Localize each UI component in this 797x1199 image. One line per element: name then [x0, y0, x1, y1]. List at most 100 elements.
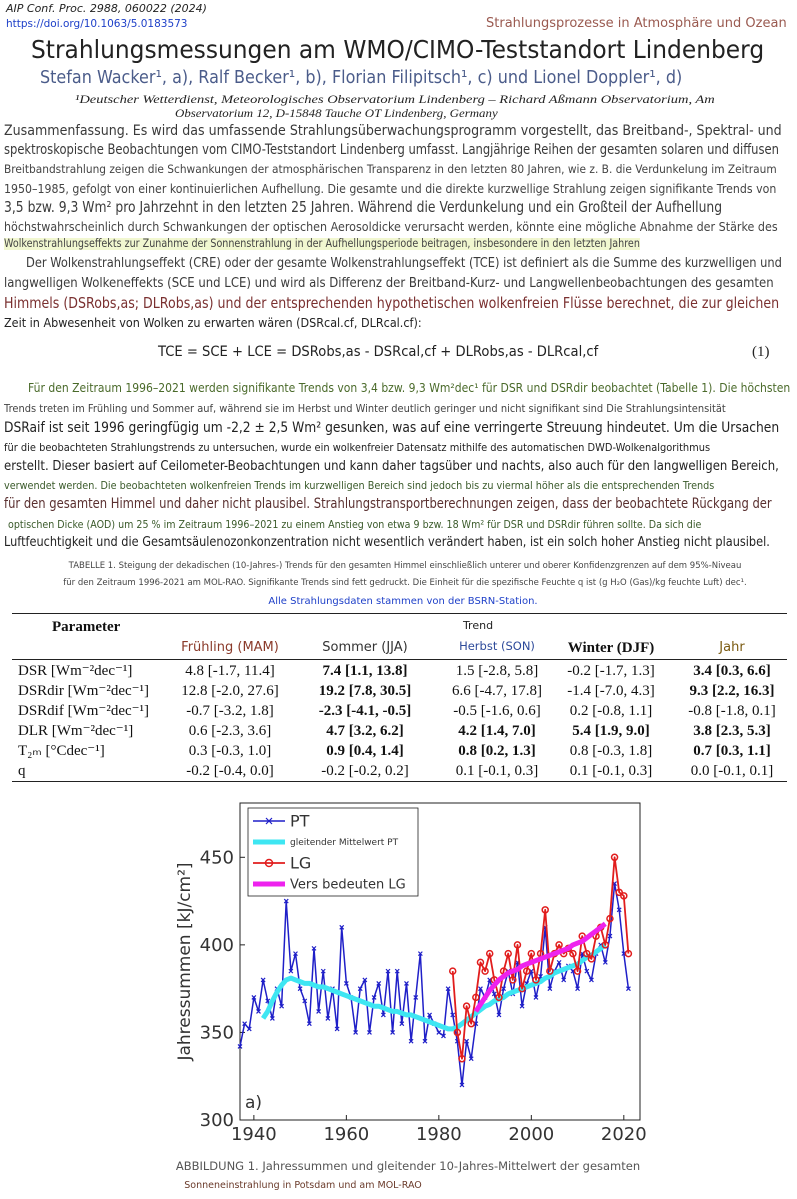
table-cell: 3.8 [2.3, 5.3]: [693, 723, 771, 739]
data-point: [260, 977, 266, 983]
abstract-line: Wolkenstrahlungseffekts zur Zunahme der …: [4, 236, 640, 250]
data-point: [450, 1012, 456, 1018]
data-point: [481, 967, 489, 975]
data-point: [573, 967, 582, 975]
data-point: [485, 949, 494, 958]
data-point: [504, 949, 512, 958]
table-cell: -0.5 [-1.6, 0.6]: [453, 703, 541, 719]
equation-number: (1): [752, 344, 770, 360]
data-point: [501, 986, 507, 992]
data-point: [436, 1030, 442, 1035]
data-point: [602, 959, 608, 965]
row-label: DSRdir [Wm⁻²dec⁻¹]: [18, 683, 150, 699]
data-point: [279, 1003, 285, 1009]
abstract-line: höchstwahrscheinlich durch Schwankungen …: [4, 219, 778, 234]
table-rule: [12, 781, 787, 782]
data-point: [626, 986, 631, 992]
table-cell: 0.1 [-0.1, 0.3]: [569, 763, 653, 779]
affiliation: ¹Deutscher Wetterdienst, Meteorologische…: [75, 94, 715, 106]
table-cell: 3.4 [0.3, 6.6]: [693, 663, 771, 679]
data-point: [362, 977, 368, 983]
data-point: [251, 994, 257, 1000]
data-point: [297, 986, 303, 992]
data-point: [385, 968, 391, 974]
data-point: [610, 853, 619, 862]
abstract-line: Breitbandstrahlung zeigen die Schwankung…: [4, 162, 777, 176]
legend-box: [247, 807, 419, 897]
row-label: DSR [Wm⁻²dec⁻¹]: [18, 663, 133, 679]
data-point: [615, 888, 623, 897]
table-cell: -0.2 [-0.4, 0.0]: [186, 763, 274, 779]
table-cell: 4.7 [3.2, 6.2]: [326, 723, 404, 739]
data-point: [547, 986, 553, 992]
affiliation: Observatorium 12, D-15848 Tauche OT Lind…: [175, 108, 498, 120]
data-point: [462, 1002, 471, 1010]
data-point: [468, 1056, 474, 1062]
body-line: Himmels (DSRobs,as; DLRobs,as) und der e…: [4, 294, 780, 312]
data-point: [583, 949, 591, 958]
data-point: [371, 994, 377, 1000]
data-point: [496, 1012, 502, 1018]
body-line: Für den Zeitraum 1996–2021 werden signif…: [28, 381, 791, 395]
data-point: [404, 980, 409, 986]
paper-title: Strahlungsmessungen am WMO/CIMO-Teststan…: [31, 35, 765, 64]
table-cell: 5.4 [1.9, 9.0]: [572, 723, 650, 739]
table-cell: 19.2 [7.8, 30.5]: [318, 683, 412, 699]
table-rule: [12, 613, 787, 614]
body-line: für die beobachteten Strahlungstrends zu…: [4, 441, 711, 454]
data-point: [561, 977, 567, 983]
y-tick-label: 350: [200, 1022, 234, 1043]
data-point: [606, 914, 614, 923]
legend-label: gleitender Mittelwert PT: [290, 838, 399, 848]
data-point: [575, 986, 580, 992]
body-line: für den gesamten Himmel und daher nicht …: [4, 496, 772, 512]
data-point: [448, 967, 457, 975]
table-caption: TABELLE 1. Steigung der dekadischen (10-…: [68, 561, 742, 571]
data-point: [413, 994, 419, 1000]
table-cell: 0.8 [0.2, 1.3]: [458, 743, 536, 759]
data-point: [311, 945, 317, 951]
column-header: Jahr: [719, 640, 745, 655]
data-point: [518, 984, 526, 993]
data-point: [399, 1021, 405, 1027]
table-cell: 0.2 [-0.8, 1.1]: [569, 703, 653, 719]
data-point: [339, 924, 345, 930]
table-cell: -0.2 [-0.2, 0.2]: [321, 763, 409, 779]
data-point: [441, 1033, 446, 1039]
table-cell: 1.5 [-2.8, 5.8]: [455, 663, 539, 679]
data-point: [334, 1026, 340, 1032]
data-point: [495, 993, 503, 1002]
data-point: [394, 968, 400, 974]
data-point: [242, 1021, 248, 1027]
panel-label: a): [245, 1093, 262, 1113]
table-cell: -0.8 [-1.8, 0.1]: [688, 703, 776, 719]
data-point: [464, 1038, 470, 1044]
data-point: [316, 1008, 322, 1014]
data-point: [325, 1015, 331, 1021]
data-point: [459, 1082, 465, 1088]
table-caption: Alle Strahlungsdaten stammen von der BSR…: [268, 596, 538, 607]
row-label: DLR [Wm⁻²dec⁻¹]: [18, 723, 134, 739]
x-tick-label: 2020: [601, 1124, 647, 1145]
doi-link[interactable]: https://doi.org/10.1063/5.0183573: [6, 18, 188, 30]
data-point: [408, 1038, 414, 1044]
body-line: verwendet werden. Die beobachteten wolke…: [4, 480, 715, 492]
legend-label: PT: [290, 812, 310, 831]
body-line: Zeit in Abwesenheit von Wolken zu erwart…: [4, 315, 422, 330]
x-tick-label: 1980: [416, 1124, 462, 1145]
body-line: DSRaif ist seit 1996 geringfügig um -2,2…: [4, 420, 780, 436]
column-header: Sommer (JJA): [322, 640, 408, 655]
table-caption: für den Zeitraum 1996-2021 am MOL-RAO. S…: [63, 578, 747, 588]
data-point: [532, 976, 540, 984]
x-tick-label: 1940: [231, 1124, 277, 1145]
y-tick-label: 450: [200, 847, 234, 868]
y-tick-label: 300: [200, 1110, 234, 1131]
data-point: [417, 951, 423, 957]
data-point: [476, 958, 485, 967]
body-line: Trends treten im Frühling und Sommer auf…: [4, 402, 726, 415]
data-point: [293, 951, 298, 957]
data-point: [569, 949, 577, 958]
data-point: [357, 986, 363, 992]
data-point: [269, 1015, 275, 1021]
